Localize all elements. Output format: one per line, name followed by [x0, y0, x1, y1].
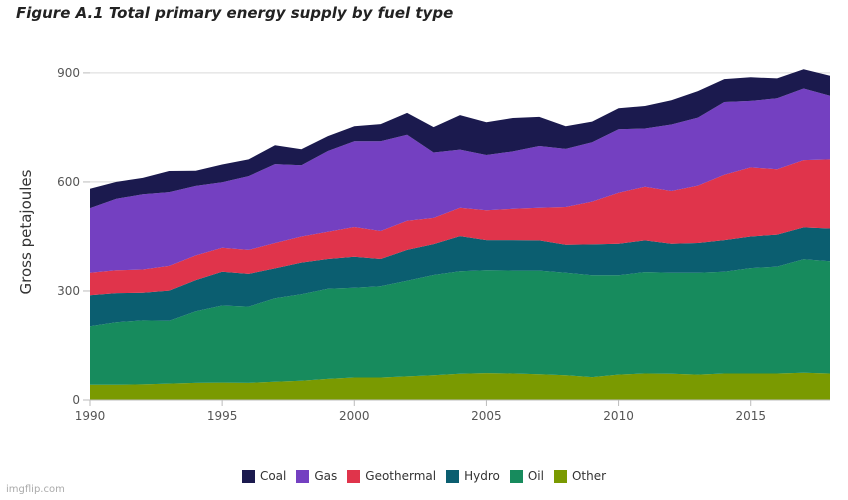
y-tick-label: 600: [57, 175, 80, 189]
area-oil: [90, 259, 830, 385]
chart-legend: Coal Gas Geothermal Hydro Oil Other: [0, 469, 848, 483]
y-tick-label: 0: [72, 393, 80, 407]
x-tick-label: 2000: [339, 409, 370, 423]
legend-label: Other: [571, 469, 607, 483]
legend-swatch: [241, 469, 255, 483]
legend-item-coal: Coal: [241, 469, 287, 483]
watermark: imgflip.com: [6, 484, 65, 495]
y-axis-label: Gross petajoules: [17, 169, 35, 294]
x-tick-label: 2005: [471, 409, 502, 423]
x-tick-label: 2015: [735, 409, 766, 423]
legend-swatch: [347, 469, 361, 483]
y-tick-label: 900: [57, 66, 80, 80]
axes: 0 300 600 900 1990 1995 2000 2005 2010 2015: [57, 66, 830, 423]
legend-swatch: [446, 469, 460, 483]
area-gas: [90, 88, 830, 273]
area-hydro: [90, 227, 830, 327]
legend-label: Oil: [527, 469, 544, 483]
legend-swatch: [509, 469, 523, 483]
x-tick-label: 1990: [75, 409, 106, 423]
legend-label: Geothermal: [365, 469, 437, 483]
legend-item-oil: Oil: [509, 469, 544, 483]
area-series: [90, 69, 830, 400]
legend-item-other: Other: [553, 469, 607, 483]
legend-item-geothermal: Geothermal: [347, 469, 436, 483]
area-geothermal: [90, 159, 830, 296]
y-tick-label: 300: [57, 284, 80, 298]
legend-item-hydro: Hydro: [446, 469, 500, 483]
legend-label: Coal: [259, 469, 287, 483]
area-coal: [90, 69, 830, 209]
x-tick-label: 2010: [603, 409, 634, 423]
legend-item-gas: Gas: [296, 469, 337, 483]
legend-swatch: [553, 469, 567, 483]
legend-label: Gas: [314, 469, 338, 483]
legend-swatch: [296, 469, 310, 483]
legend-label: Hydro: [464, 469, 500, 483]
area-other: [90, 372, 830, 400]
x-tick-label: 1995: [207, 409, 238, 423]
figure-title: Figure A.1 Total primary energy supply b…: [16, 4, 454, 22]
